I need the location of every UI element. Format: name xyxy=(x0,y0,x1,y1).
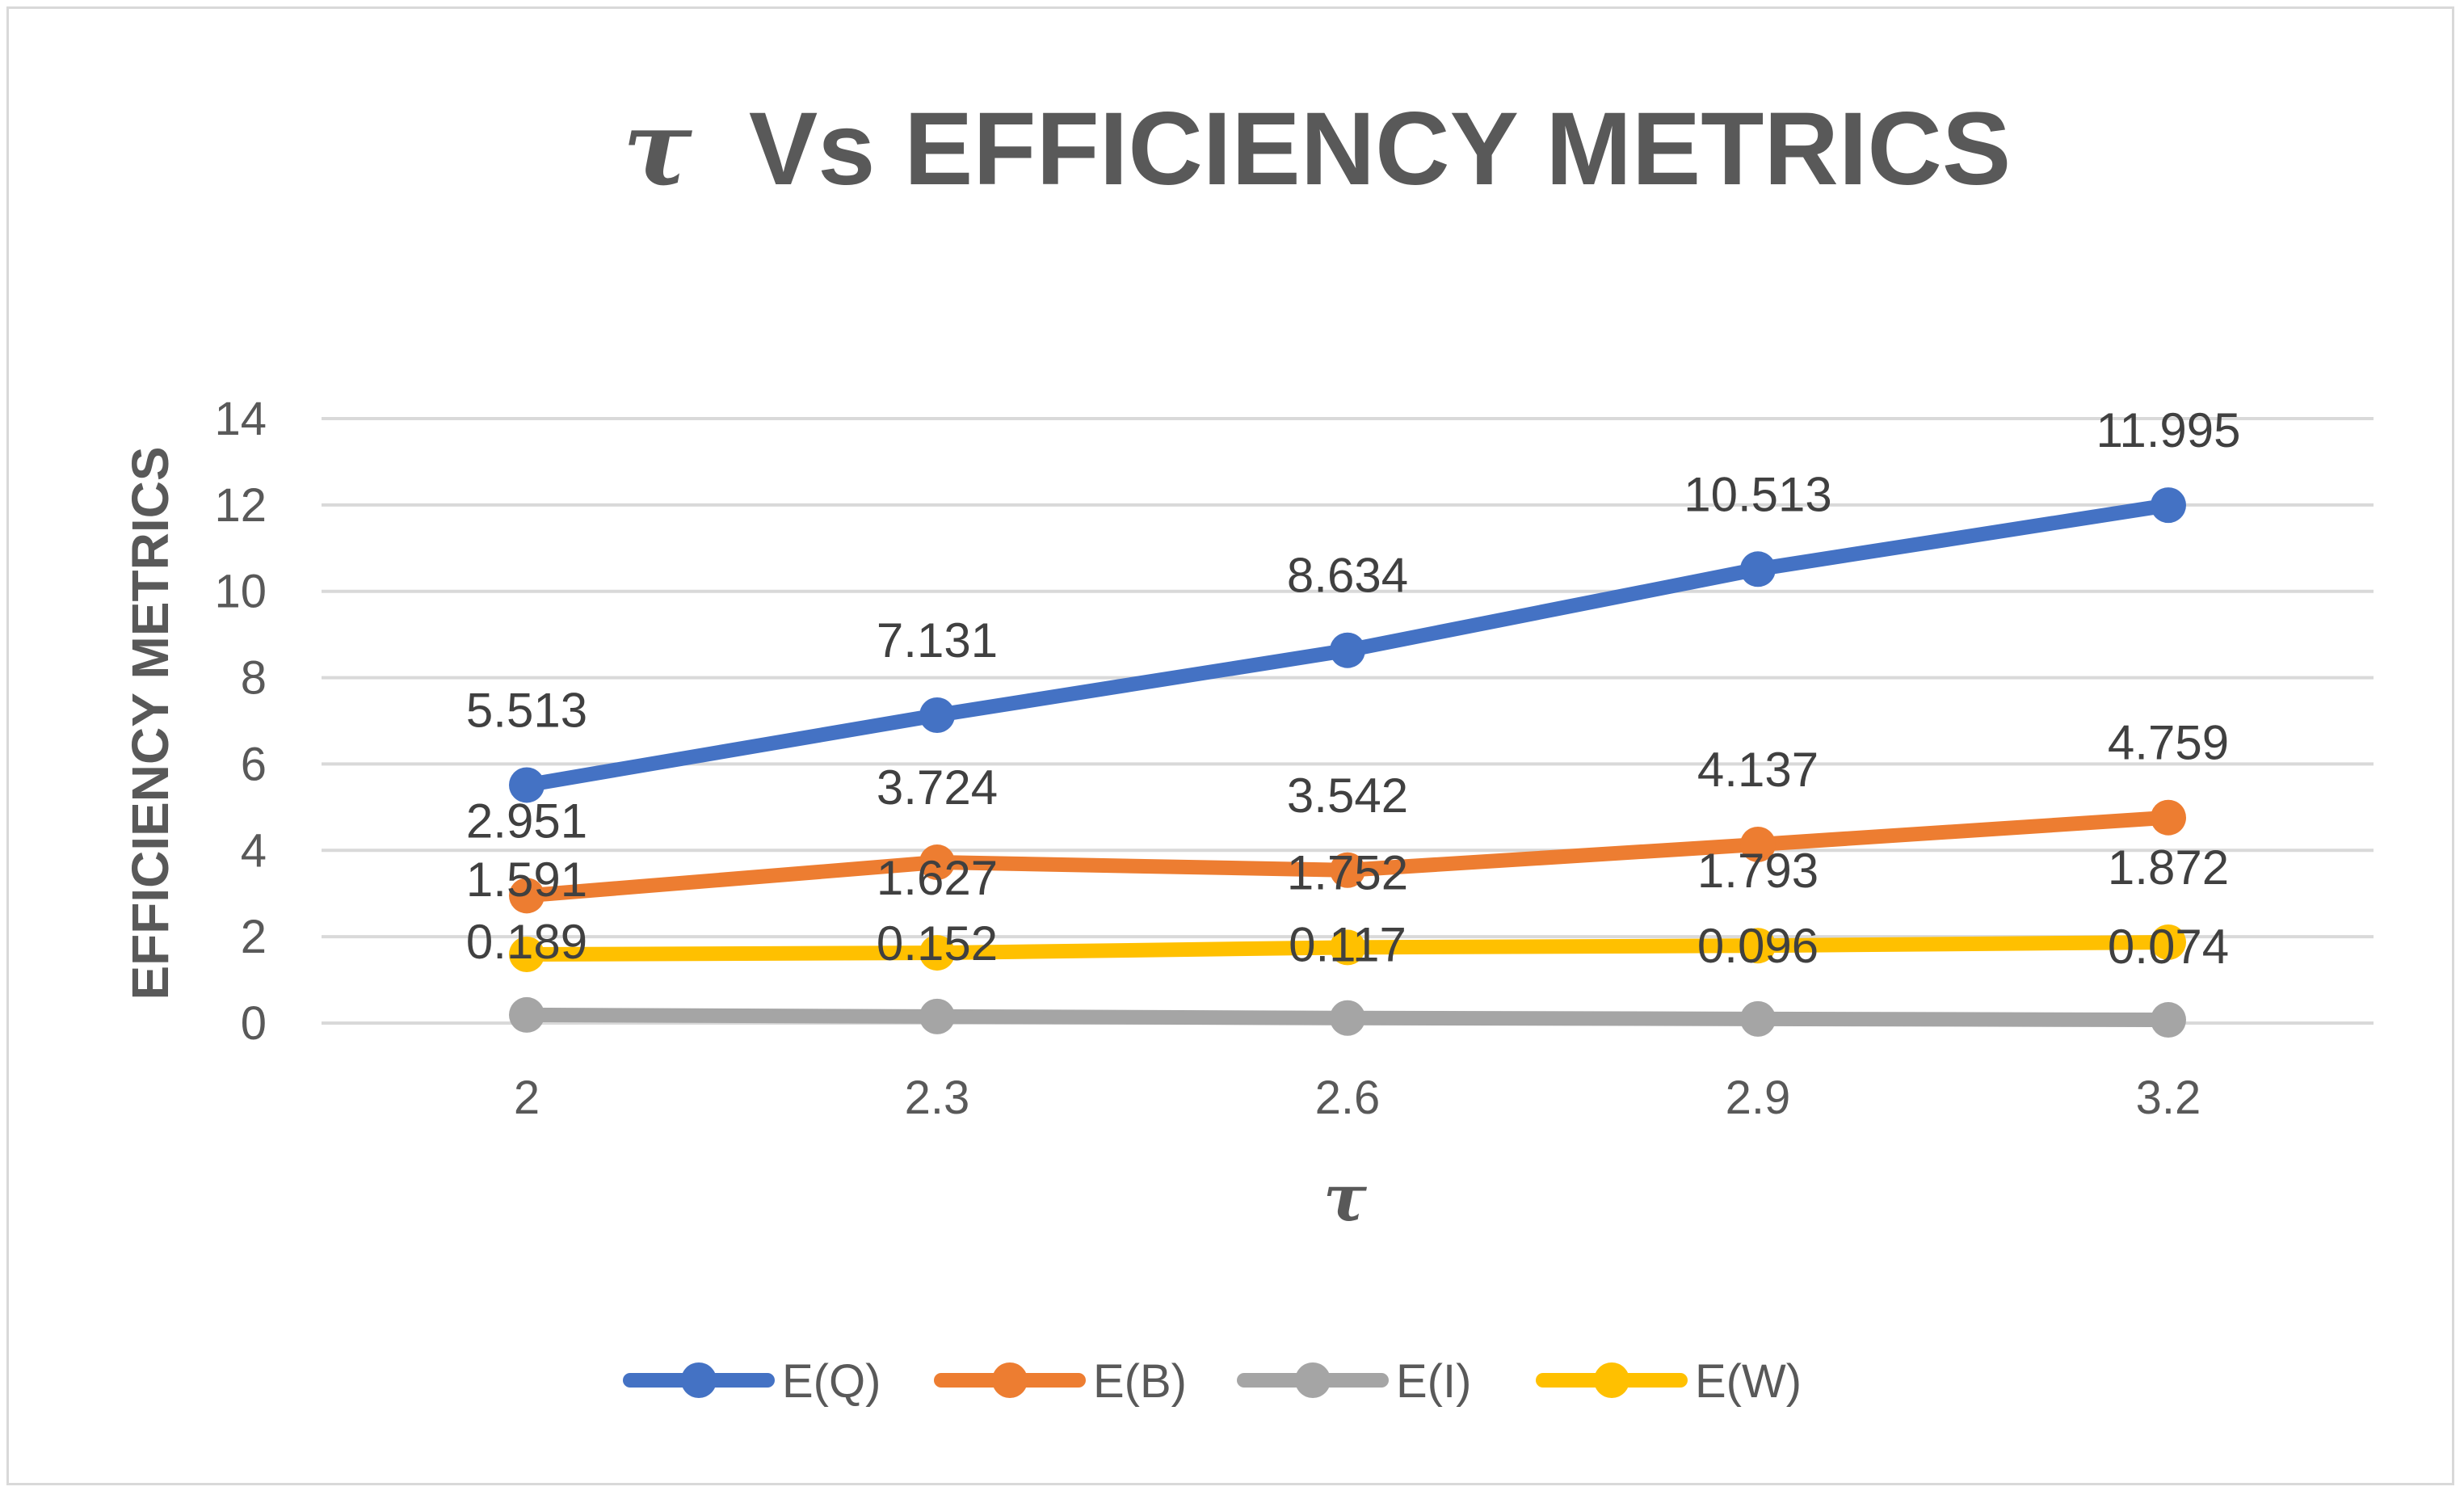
x-tick-label: 2 xyxy=(514,1072,540,1124)
x-tick-label: 2.9 xyxy=(1726,1072,1791,1124)
data-point-eq xyxy=(1330,632,1365,668)
data-point-eb xyxy=(919,844,955,881)
data-point-ew xyxy=(509,936,545,972)
series-ei xyxy=(509,996,2186,1038)
x-axis-title: τ xyxy=(1323,1160,1367,1236)
data-label-ei: 0.117 xyxy=(1289,918,1406,972)
chart-title-symbol: τ xyxy=(623,88,693,209)
data-point-eq xyxy=(2151,487,2186,524)
data-label-ei: 0.189 xyxy=(466,915,587,969)
data-label-ew: 1.793 xyxy=(1697,844,1819,898)
chart-title: τ Vs EFFICIENCY METRICS xyxy=(623,88,2011,209)
legend-swatch-marker xyxy=(992,1362,1028,1398)
series-lines xyxy=(509,487,2186,1038)
data-point-ew xyxy=(1330,929,1365,966)
y-tick-label: 6 xyxy=(241,738,267,790)
data-label-ei: 0.096 xyxy=(1697,919,1819,973)
data-label-ew: 1.627 xyxy=(877,851,998,905)
legend: E(Q) E(B) E(I) E(W) xyxy=(623,1355,1802,1408)
y-axis-title: EFFICIENCY METRICS xyxy=(121,446,179,1000)
data-label-eb: 4.759 xyxy=(2108,716,2229,770)
legend-label: E(W) xyxy=(1695,1355,1802,1408)
x-tick-label: 3.2 xyxy=(2136,1072,2201,1124)
legend-label: E(I) xyxy=(1396,1355,1471,1408)
legend-item-ew[interactable]: E(W) xyxy=(1536,1355,1802,1408)
data-label-ew: 1.752 xyxy=(1287,845,1408,899)
data-labels: 5.513 7.131 8.634 10.513 11.995 2.951 3.724 3.5… xyxy=(466,403,2241,974)
series-eb xyxy=(509,799,2186,914)
data-label-ei: 0.074 xyxy=(2108,920,2229,974)
data-point-eb xyxy=(1330,852,1365,888)
data-point-ei xyxy=(1330,1000,1365,1036)
data-point-eb xyxy=(509,878,545,914)
data-label-eq: 10.513 xyxy=(1684,467,1832,521)
data-point-ei xyxy=(509,996,545,1033)
legend-swatch-marker xyxy=(681,1362,717,1398)
y-tick-label: 14 xyxy=(214,393,267,445)
data-point-ew xyxy=(1740,928,1776,964)
x-tick-label: 2.3 xyxy=(905,1072,970,1124)
data-label-ei: 0.152 xyxy=(877,916,998,971)
series-ew xyxy=(509,924,2186,972)
y-tick-label: 12 xyxy=(214,479,267,532)
data-label-eb: 3.542 xyxy=(1287,769,1408,823)
legend-swatch-marker xyxy=(1295,1362,1331,1398)
y-tick-label: 4 xyxy=(241,824,267,877)
legend-label: E(B) xyxy=(1093,1355,1187,1408)
legend-item-eq[interactable]: E(Q) xyxy=(623,1355,881,1408)
legend-swatch-marker xyxy=(1594,1362,1629,1398)
series-eq xyxy=(509,487,2186,803)
data-point-ew xyxy=(919,935,955,971)
data-label-eq: 7.131 xyxy=(877,613,998,667)
data-point-ew xyxy=(2151,924,2186,960)
x-tick-label: 2.6 xyxy=(1315,1072,1381,1124)
data-label-eq: 8.634 xyxy=(1287,549,1408,603)
data-point-eq xyxy=(1740,551,1776,587)
y-tick-label: 2 xyxy=(241,911,267,963)
data-point-eb xyxy=(2151,799,2186,836)
data-point-ei xyxy=(2151,1002,2186,1038)
data-label-eq: 11.995 xyxy=(2096,403,2240,457)
data-label-ew: 1.591 xyxy=(466,853,587,907)
chart-frame xyxy=(6,6,2454,1485)
y-tick-label: 10 xyxy=(214,566,267,618)
legend-item-eb[interactable]: E(B) xyxy=(934,1355,1187,1408)
data-label-eb: 2.951 xyxy=(466,794,587,848)
legend-item-ei[interactable]: E(I) xyxy=(1237,1355,1471,1408)
y-tick-labels: 0 2 4 6 8 10 12 14 xyxy=(214,393,267,1050)
data-label-eb: 4.137 xyxy=(1697,743,1819,797)
x-tick-labels: 2 2.3 2.6 2.9 3.2 xyxy=(514,1072,2201,1124)
data-label-eb: 3.724 xyxy=(877,760,998,815)
data-label-eq: 5.513 xyxy=(466,683,587,737)
y-tick-label: 8 xyxy=(241,652,267,705)
data-point-eb xyxy=(1740,826,1776,862)
data-point-eq xyxy=(919,697,955,734)
y-tick-label: 0 xyxy=(241,997,267,1050)
data-point-ei xyxy=(919,998,955,1034)
legend-label: E(Q) xyxy=(782,1355,881,1408)
chart-title-text: Vs EFFICIENCY METRICS xyxy=(749,91,2011,207)
data-point-ei xyxy=(1740,1000,1776,1037)
data-label-ew: 1.872 xyxy=(2108,840,2229,895)
data-point-eq xyxy=(509,767,545,803)
